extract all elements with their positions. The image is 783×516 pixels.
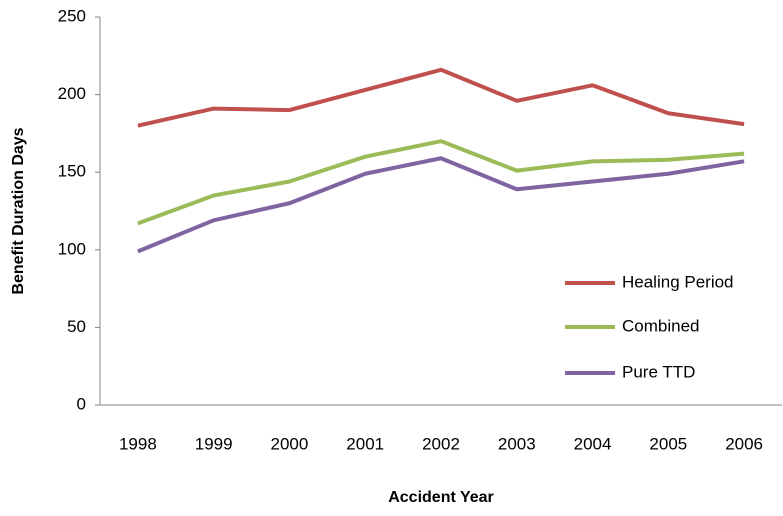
x-tick-label: 1999 <box>195 434 233 453</box>
y-axis-title: Benefit Duration Days <box>10 127 27 294</box>
legend-label: Healing Period <box>622 272 734 291</box>
legend-label: Combined <box>622 316 700 335</box>
legend-label: Pure TTD <box>622 362 695 381</box>
y-tick-label: 250 <box>58 6 86 25</box>
x-tick-label: 2001 <box>346 434 384 453</box>
x-tick-label: 2002 <box>422 434 460 453</box>
y-tick-label: 0 <box>77 394 86 413</box>
y-tick-label: 50 <box>67 317 86 336</box>
x-tick-label: 2000 <box>271 434 309 453</box>
y-tick-label: 150 <box>58 162 86 181</box>
line-series <box>137 67 745 128</box>
x-tick-label: 2006 <box>725 434 763 453</box>
line-series <box>137 156 745 254</box>
y-tick-label: 200 <box>58 84 86 103</box>
x-tick-label: 1998 <box>119 434 157 453</box>
x-tick-label: 2005 <box>649 434 687 453</box>
x-tick-label: 2004 <box>574 434 612 453</box>
x-axis-title: Accident Year <box>388 489 494 506</box>
line-series <box>137 139 745 226</box>
x-tick-label: 2003 <box>498 434 536 453</box>
y-tick-label: 100 <box>58 239 86 258</box>
